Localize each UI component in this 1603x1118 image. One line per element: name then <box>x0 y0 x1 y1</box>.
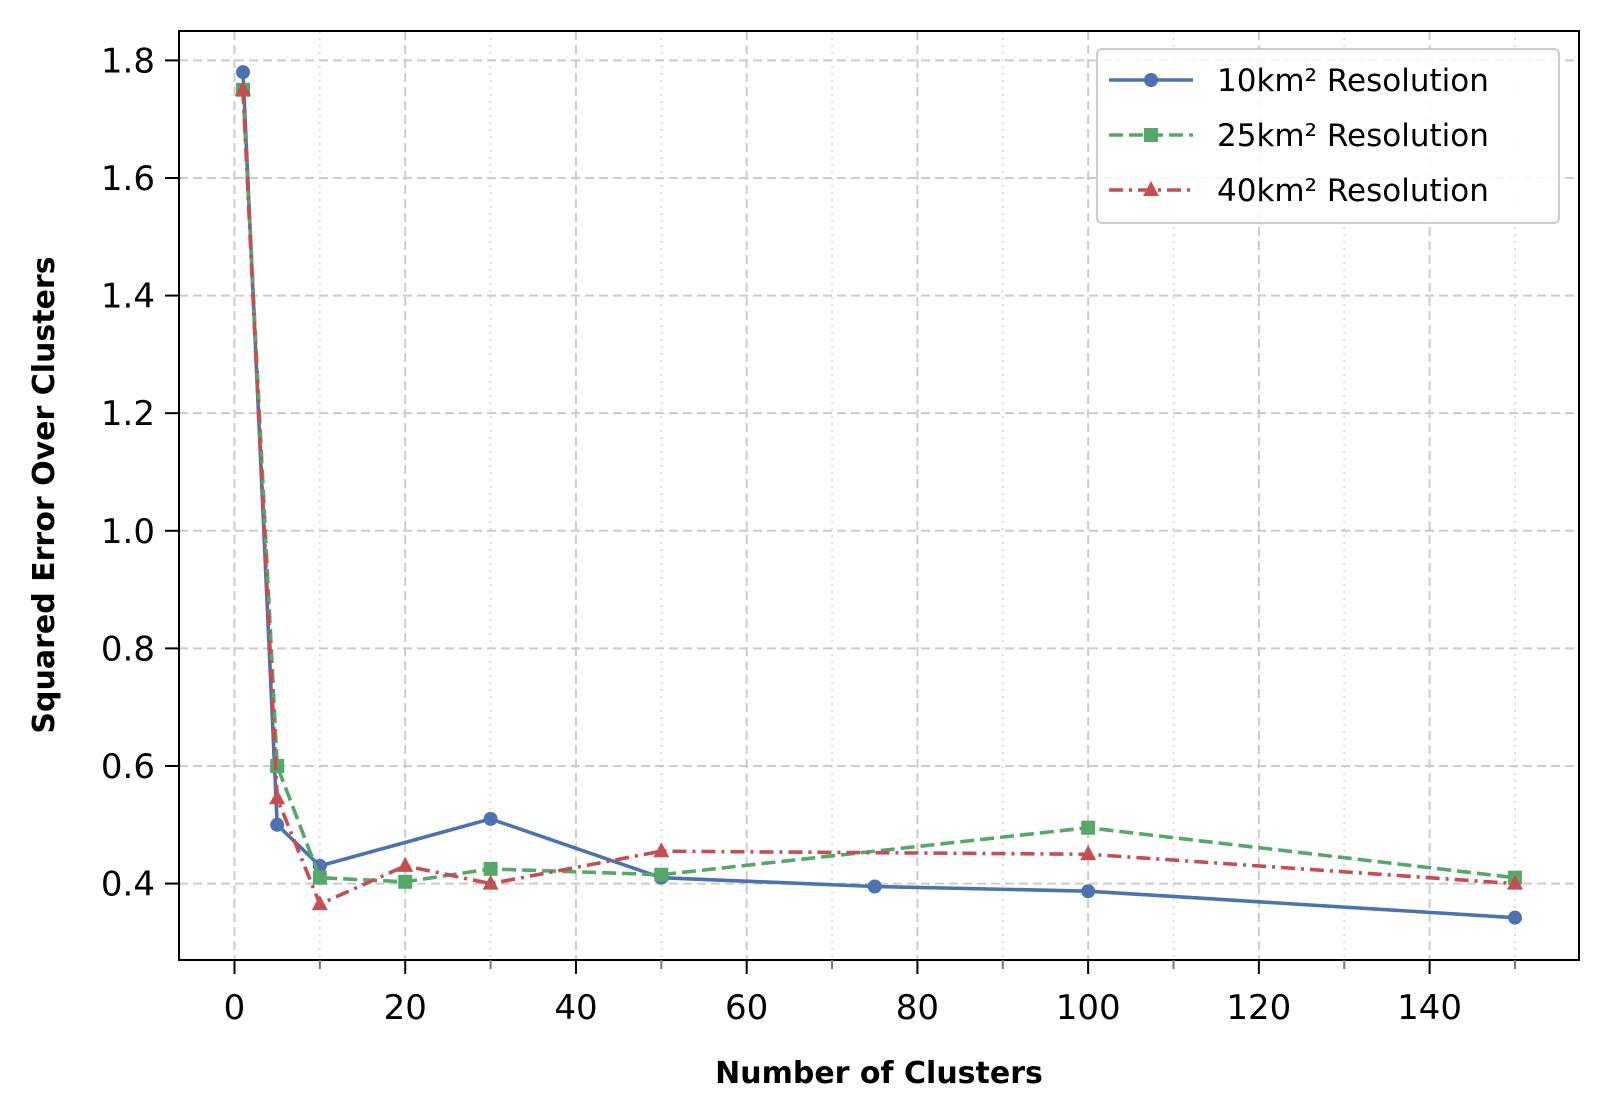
data-point <box>311 895 328 911</box>
y-tick-label: 0.4 <box>101 865 155 905</box>
data-point <box>269 789 286 805</box>
data-point <box>398 874 413 889</box>
x-tick-label: 80 <box>896 988 939 1028</box>
x-axis-title: Number of Clusters <box>715 1056 1043 1091</box>
data-point <box>1507 910 1522 925</box>
data-point <box>1081 884 1096 899</box>
series-line <box>241 72 1516 920</box>
data-point <box>312 870 327 885</box>
plot-frame <box>178 30 1580 961</box>
legend-marker <box>1144 73 1158 87</box>
data-point <box>653 842 670 858</box>
legend-label: 25km² Resolution <box>1217 118 1489 154</box>
y-tick-label: 1.6 <box>101 159 155 199</box>
y-tick-label: 1.0 <box>101 512 155 552</box>
data-point <box>1506 874 1523 890</box>
series-line <box>241 89 1516 906</box>
legend-label: 10km² Resolution <box>1217 63 1489 99</box>
data-series <box>235 65 1523 925</box>
y-tick-label: 1.2 <box>101 394 155 434</box>
data-point <box>235 80 252 96</box>
series-3 <box>235 80 1523 911</box>
data-point <box>867 879 882 894</box>
legend: 10km² Resolution 25km² Resolution 40km² Re… <box>1096 48 1560 224</box>
legend-box <box>1096 48 1560 224</box>
legend-label: 40km² Resolution <box>1217 173 1489 209</box>
y-tick-label: 1.4 <box>101 277 155 317</box>
x-tick-label: 40 <box>554 988 597 1028</box>
x-tick-label: 0 <box>224 988 246 1028</box>
y-tick-label: 0.8 <box>101 629 155 669</box>
x-tick-label: 100 <box>1056 988 1121 1028</box>
axis-ticks: 0 20 40 60 80 100 120 140 0.4 0.6 0.8 1.0 1.2 1.4 1.6 1… <box>101 41 1516 1028</box>
x-tick-label: 20 <box>384 988 427 1028</box>
data-point <box>270 817 285 832</box>
x-tick-label: 140 <box>1397 988 1462 1028</box>
y-axis-title: Squared Error Over Clusters <box>27 256 62 733</box>
legend-marker <box>1144 128 1158 142</box>
x-tick-label: 60 <box>725 988 768 1028</box>
data-point <box>482 874 499 890</box>
legend-marker <box>1143 181 1159 196</box>
data-point <box>1081 820 1096 835</box>
x-tick-label: 120 <box>1226 988 1291 1028</box>
data-point <box>236 65 251 80</box>
y-tick-label: 0.6 <box>101 747 155 787</box>
data-point <box>483 811 498 826</box>
data-point <box>483 861 498 876</box>
data-point <box>397 856 414 872</box>
y-tick-label: 1.8 <box>101 41 155 81</box>
data-point <box>1080 845 1097 861</box>
data-point <box>654 867 669 882</box>
